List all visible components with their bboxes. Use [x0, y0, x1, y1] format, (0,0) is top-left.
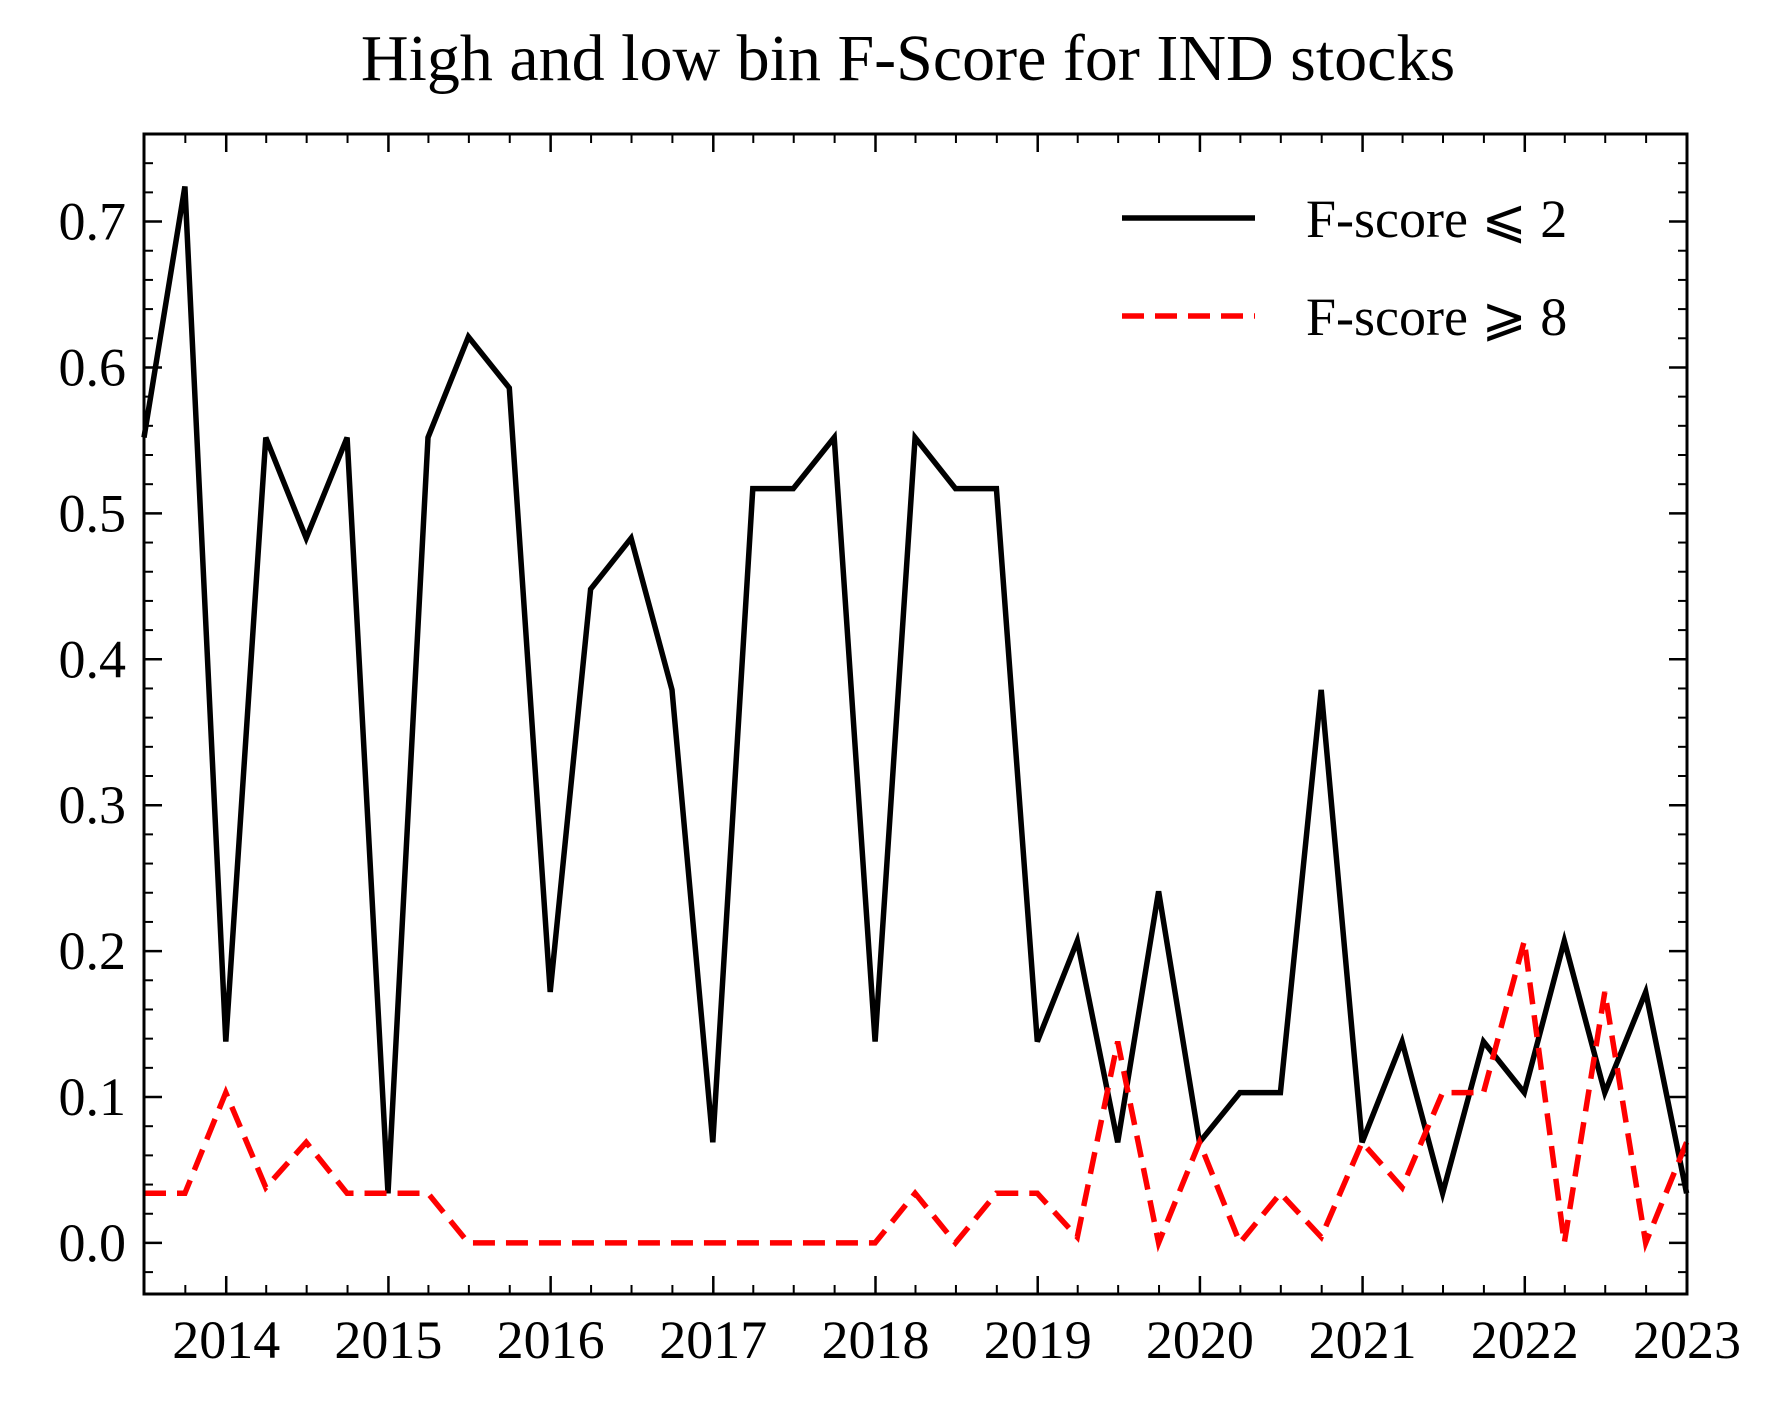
- y-tick-label: 0.2: [59, 921, 127, 981]
- plot-frame: [142, 132, 1689, 1296]
- series-line-0: [141, 186, 1690, 1204]
- y-tick-label: 0.3: [59, 775, 127, 835]
- y-tick-label: 0.6: [59, 337, 127, 397]
- y-tick-label: 0.5: [59, 483, 127, 543]
- y-tick-label: 0.0: [59, 1213, 127, 1273]
- chart-title: High and low bin F-Score for IND stocks: [361, 22, 1455, 95]
- x-tick-label: 2023: [1633, 1310, 1741, 1370]
- x-tick-label: 2014: [172, 1310, 280, 1370]
- legend-label-1: F-score ⩾ 8: [1306, 287, 1567, 347]
- series-lines: [141, 186, 1690, 1254]
- axis-ticks: 0.0 0.1 0.2 0.3 0.4 0.5 0.6 0.7 2014 2015 2016 2017…: [59, 133, 1741, 1370]
- x-tick-label: 2021: [1309, 1310, 1417, 1370]
- series-line-1: [144, 940, 1690, 1254]
- x-tick-label: 2022: [1471, 1310, 1579, 1370]
- x-tick-label: 2015: [334, 1310, 442, 1370]
- x-tick-label: 2017: [659, 1310, 767, 1370]
- x-tick-label: 2018: [822, 1310, 930, 1370]
- x-tick-label: 2016: [497, 1310, 605, 1370]
- legend: F-score ⩽ 2 F-score ⩾ 8: [1122, 189, 1567, 347]
- y-tick-label: 0.1: [59, 1067, 127, 1127]
- x-tick-label: 2019: [984, 1310, 1092, 1370]
- x-tick-label: 2020: [1146, 1310, 1254, 1370]
- y-tick-label: 0.4: [59, 629, 127, 689]
- legend-label-0: F-score ⩽ 2: [1306, 189, 1567, 249]
- y-tick-label: 0.7: [59, 192, 127, 252]
